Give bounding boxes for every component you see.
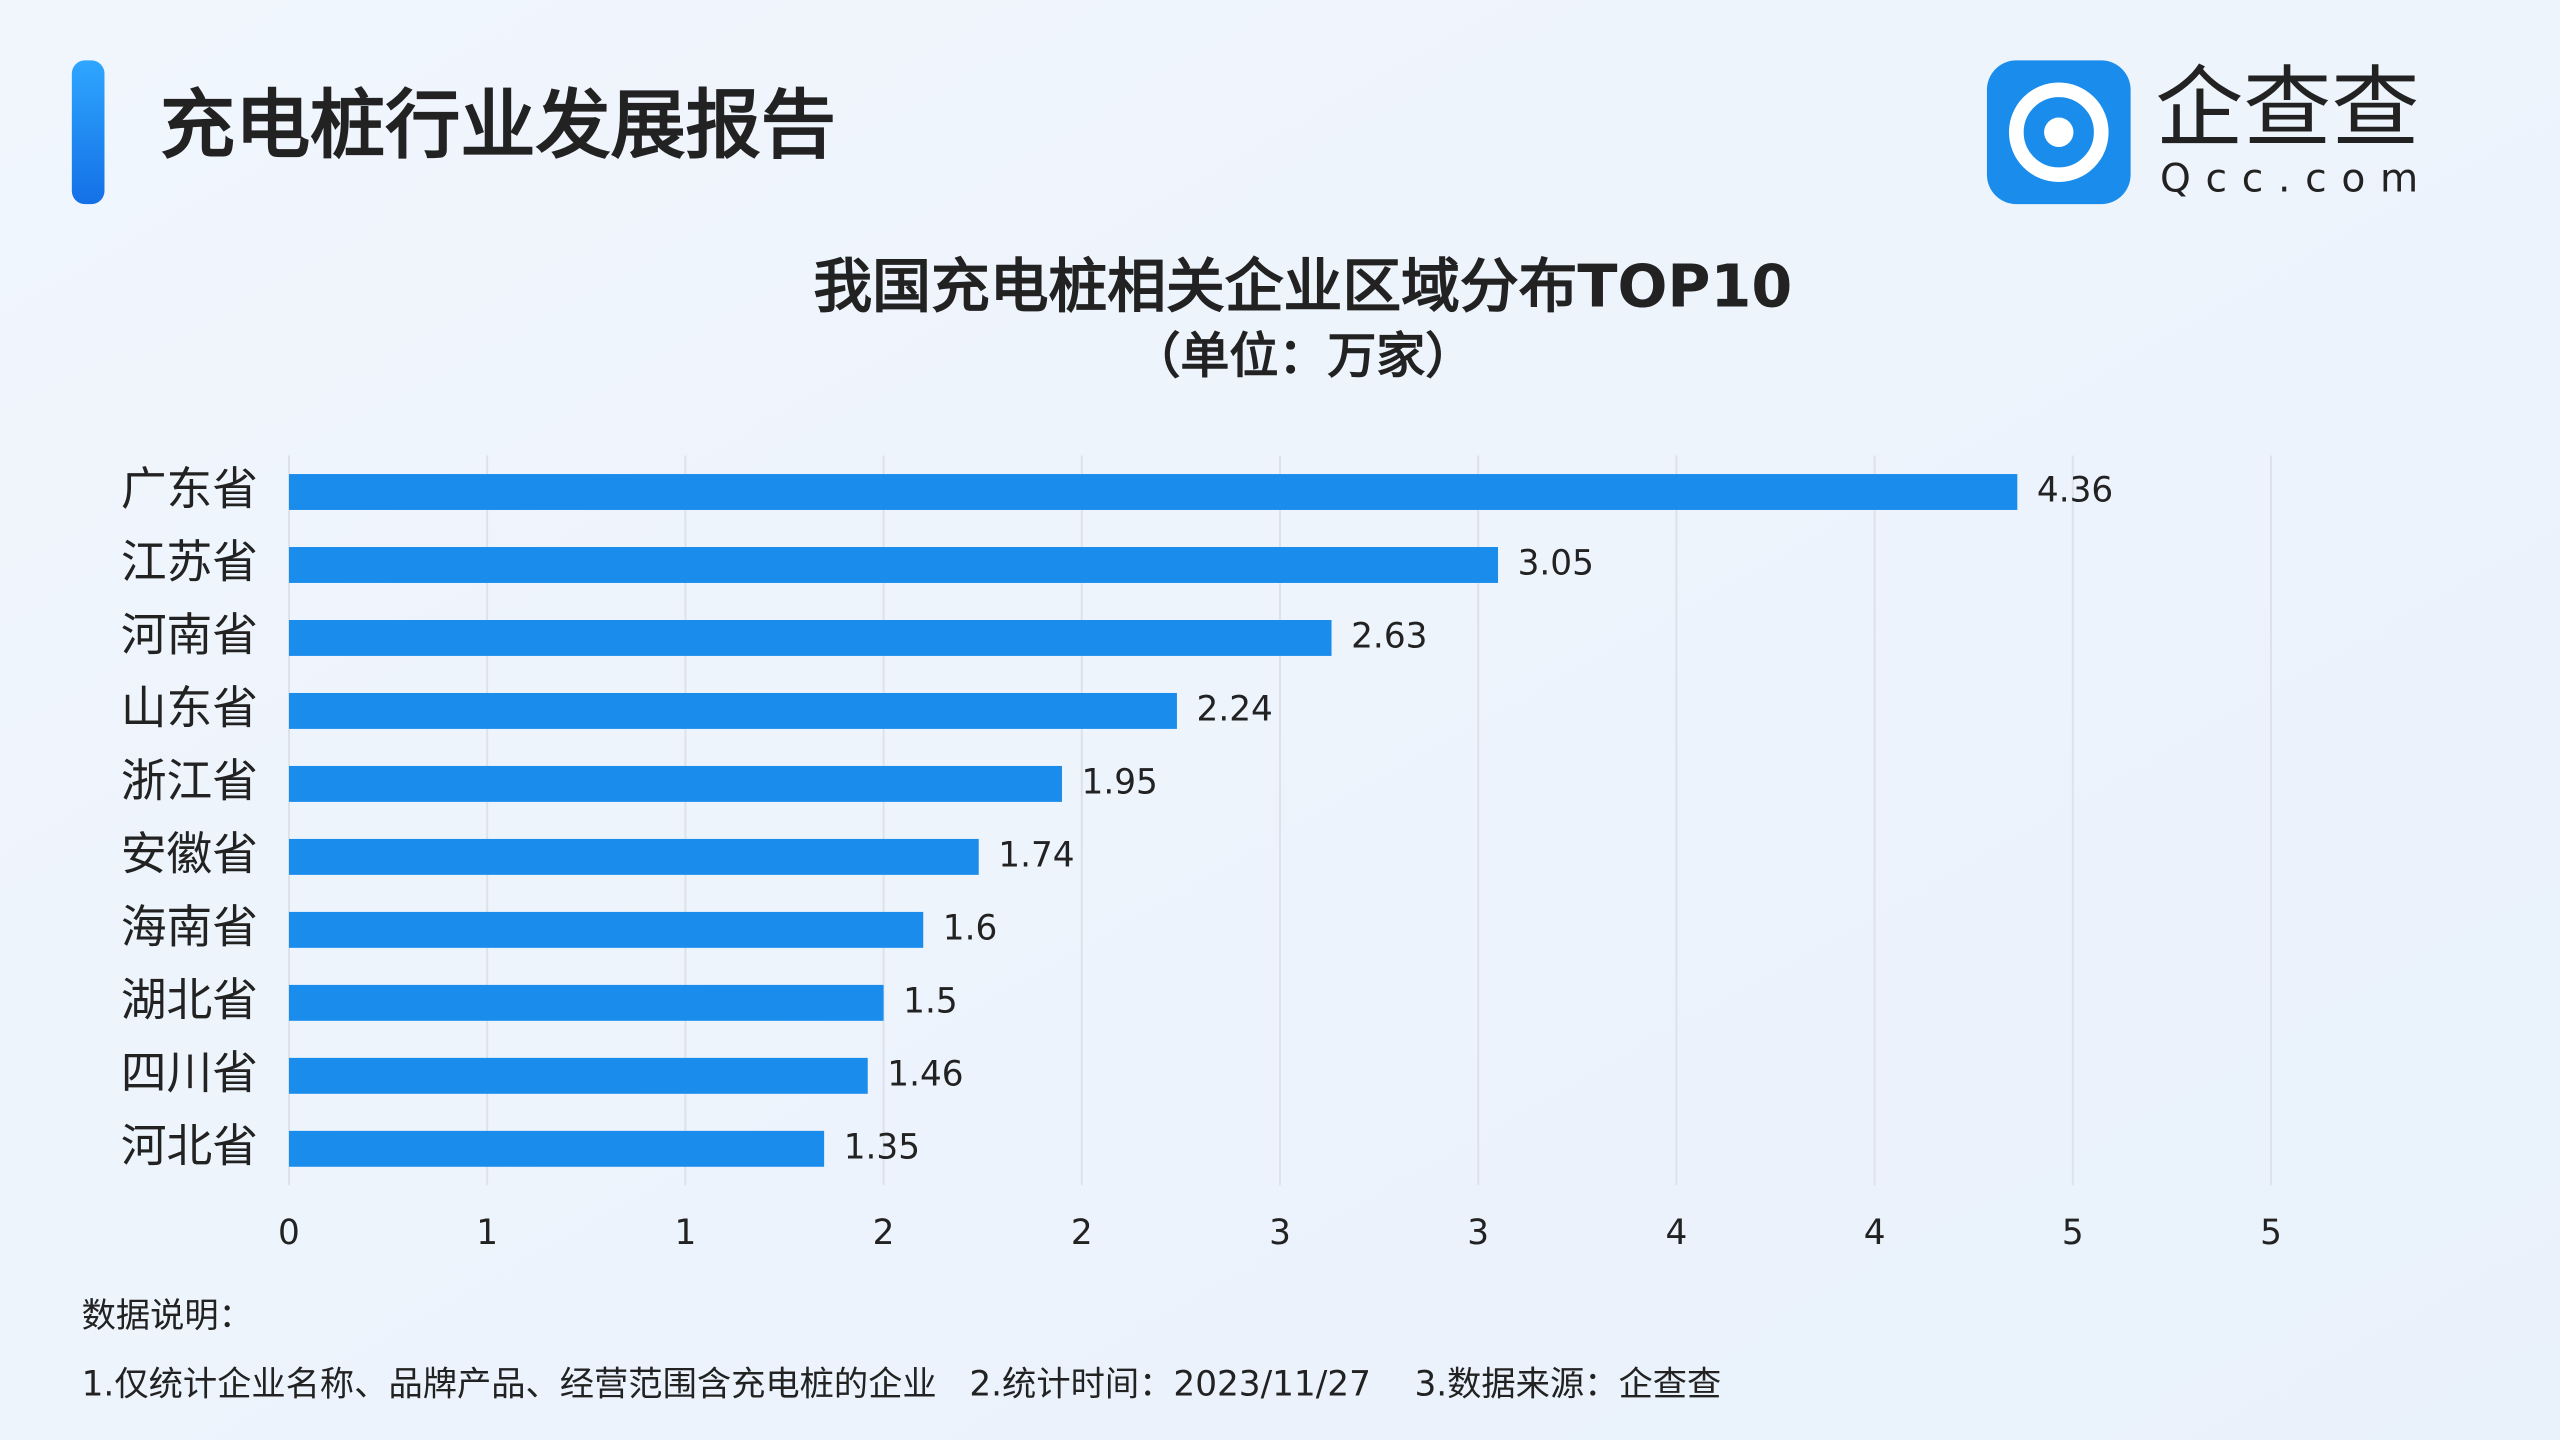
logo-ring <box>2008 82 2109 183</box>
plot: 0 1 1 2 2 3 3 4 4 5 5 广东省 4.36 江苏省 3.05 河南省 2.63 山东省 2.24 浙… <box>121 455 2282 1253</box>
notes-heading: 数据说明： <box>82 1296 253 1336</box>
data-label: 1.46 <box>887 1054 963 1094</box>
logo-dot <box>2044 117 2074 147</box>
data-label: 1.74 <box>998 835 1074 875</box>
y-tick-label: 浙江省 <box>121 754 258 807</box>
x-tick-label: 3 <box>1467 1213 1489 1253</box>
bar <box>288 1057 868 1094</box>
data-label: 2.63 <box>1351 616 1427 656</box>
x-tick-label: 1 <box>476 1213 498 1253</box>
x-tick-label: 2 <box>873 1213 895 1253</box>
bar <box>288 620 1332 656</box>
page-title: 充电桩行业发展报告 <box>160 81 836 169</box>
x-tick-label: 2 <box>1071 1213 1093 1253</box>
data-label: 1.35 <box>844 1127 920 1167</box>
bar <box>288 547 1499 583</box>
y-tick-label: 河南省 <box>121 608 258 661</box>
x-tick-label: 4 <box>1864 1213 1886 1253</box>
logo-domain: Qcc.com <box>2160 157 2433 202</box>
bar <box>288 474 2018 510</box>
y-tick-label: 河北省 <box>121 1119 258 1172</box>
data-label: 1.6 <box>943 908 998 948</box>
y-tick-label: 山东省 <box>121 681 258 734</box>
y-tick-label: 广东省 <box>121 463 258 516</box>
data-label: 2.24 <box>1197 689 1273 729</box>
y-tick-label: 安徽省 <box>121 827 258 880</box>
x-tick-label: 5 <box>2062 1213 2084 1253</box>
bar <box>288 692 1177 729</box>
data-label: 1.5 <box>903 981 957 1021</box>
bar <box>288 1130 825 1167</box>
bar <box>288 838 979 875</box>
y-tick-label: 四川省 <box>121 1046 258 1099</box>
x-tick-label: 3 <box>1269 1213 1291 1253</box>
bar <box>288 984 884 1021</box>
notes-text: 1.仅统计企业名称、品牌产品、经营范围含充电桩的企业 2.统计时间：2023/1… <box>82 1365 1722 1405</box>
chart-subtitle: （单位：万家） <box>1131 328 1474 385</box>
data-label: 4.36 <box>2037 471 2113 511</box>
data-label: 1.95 <box>1082 762 1158 802</box>
y-tick-label: 江苏省 <box>121 535 258 588</box>
x-tick-label: 1 <box>674 1213 696 1253</box>
x-tick-label: 5 <box>2260 1213 2282 1253</box>
chart-title: 我国充电桩相关企业区域分布TOP10 <box>813 252 1792 321</box>
logo-name: 企查查 <box>2155 57 2419 160</box>
y-tick-label: 湖北省 <box>121 973 258 1026</box>
x-tick-label: 4 <box>1666 1213 1688 1253</box>
x-tick-label: 0 <box>278 1213 300 1253</box>
accent-bar <box>71 60 105 205</box>
bar <box>288 765 1062 802</box>
bar <box>288 911 924 948</box>
logo: 企查查 Qcc.com <box>1986 57 2433 205</box>
data-label: 3.05 <box>1518 543 1594 583</box>
y-tick-label: 海南省 <box>121 900 258 953</box>
